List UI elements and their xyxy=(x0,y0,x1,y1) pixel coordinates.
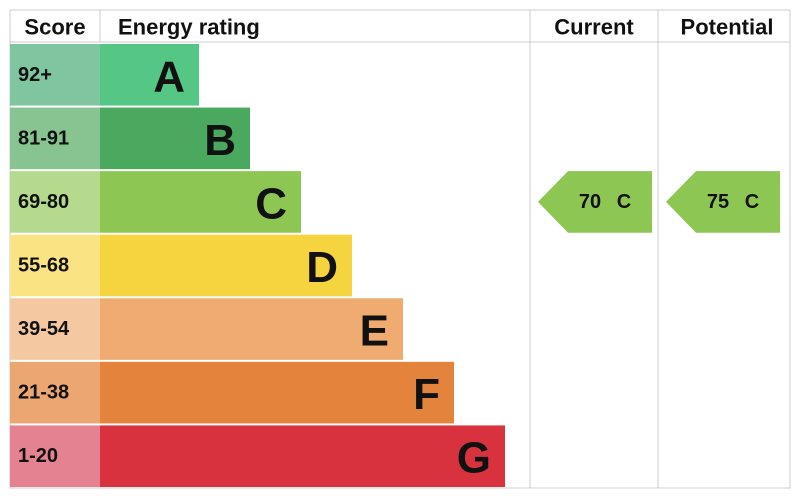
score-cell xyxy=(10,44,100,106)
rating-bar xyxy=(100,171,301,233)
score-cell xyxy=(10,425,100,487)
current-arrow xyxy=(538,171,652,233)
rating-bar xyxy=(100,298,403,360)
score-cell xyxy=(10,234,100,297)
potential-arrow xyxy=(666,171,780,233)
rating-letter: B xyxy=(204,116,236,165)
header-current: Current xyxy=(554,15,634,40)
score-label: 1-20 xyxy=(18,445,58,467)
potential-rating: C xyxy=(745,191,759,213)
score-cell xyxy=(10,107,100,170)
rating-letter: G xyxy=(457,434,491,483)
rating-bar xyxy=(100,234,352,297)
score-label: 39-54 xyxy=(18,318,70,340)
score-cell xyxy=(10,361,100,424)
rating-bar xyxy=(100,425,505,487)
header-score: Score xyxy=(24,15,85,40)
header-rating: Energy rating xyxy=(118,15,260,40)
rating-bar xyxy=(100,107,250,170)
rating-letter: C xyxy=(255,179,287,228)
rating-letter: E xyxy=(360,307,389,356)
current-score: 70 xyxy=(579,191,601,213)
rating-letter: F xyxy=(413,370,440,419)
potential-score: 75 xyxy=(707,191,729,213)
rating-letter: D xyxy=(306,243,338,292)
score-label: 21-38 xyxy=(18,382,69,404)
score-label: 69-80 xyxy=(18,191,69,213)
rating-letter: A xyxy=(153,52,185,101)
current-rating: C xyxy=(617,191,631,213)
score-label: 92+ xyxy=(18,64,52,86)
score-cell xyxy=(10,171,100,233)
score-label: 55-68 xyxy=(18,255,69,277)
header-potential: Potential xyxy=(681,15,774,40)
score-label: 81-91 xyxy=(18,127,69,149)
rating-bar xyxy=(100,44,199,106)
rating-bar xyxy=(100,361,454,424)
score-cell xyxy=(10,298,100,360)
